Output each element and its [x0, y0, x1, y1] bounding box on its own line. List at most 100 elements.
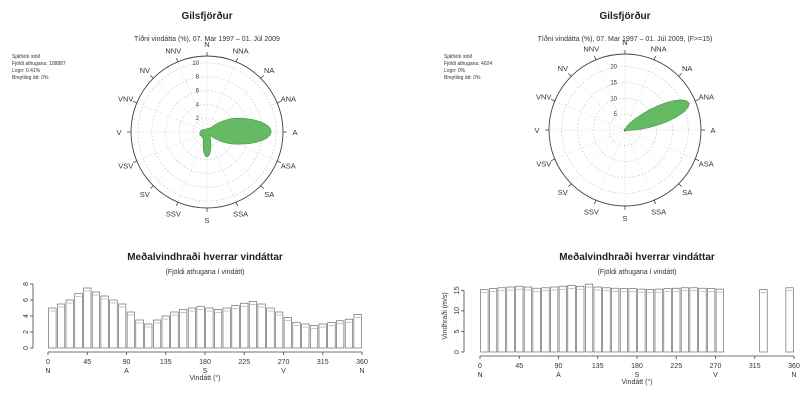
chart-title: Gilsfjörður [181, 10, 232, 22]
direction-label: VSV [536, 160, 551, 169]
ring-label: 8 [196, 75, 200, 81]
x-tick-label: 360 [788, 363, 800, 370]
station-info-line: Breytileg átt: 0% [12, 75, 49, 81]
grid-spoke [624, 129, 696, 160]
bar [100, 295, 109, 349]
bar [619, 288, 628, 353]
station-info-line: Sjálfvirk stöð [444, 53, 473, 60]
bar [118, 303, 127, 349]
direction-label: VSV [118, 162, 133, 171]
bar [292, 322, 301, 349]
x-tick-label: 180 [631, 363, 643, 370]
station-info-line: Breytileg átt: 0% [444, 75, 481, 81]
ring-label: 4 [196, 102, 200, 108]
bar [523, 286, 532, 353]
x-axis-label: Vindátt (°) [189, 374, 220, 382]
station-info-line: Sjálfvirk stöð [12, 53, 41, 60]
direction-tick [678, 73, 682, 77]
direction-label: SSV [584, 207, 599, 216]
bar [301, 323, 310, 349]
direction-tick [176, 202, 179, 207]
direction-label: NA [682, 64, 692, 73]
direction-tick [678, 183, 682, 187]
chart-title: Meðalvindhraði hverrar vindáttar [127, 251, 283, 263]
x-tick-label: 135 [160, 359, 172, 366]
x-tick-label: 135 [592, 363, 604, 370]
direction-tick [277, 101, 282, 104]
chart-subtitle: (Fjöldi athugana í vindátt) [166, 269, 245, 276]
x-tick-direction: N [477, 372, 482, 379]
x-tick-label: 270 [278, 359, 290, 366]
chart-title: Meðalvindhraði hverrar vindáttar [559, 251, 715, 263]
frequency-area [199, 117, 272, 158]
bar [231, 305, 240, 349]
direction-tick [695, 99, 700, 102]
direction-label: NNV [583, 45, 599, 54]
grid-spoke [571, 76, 626, 131]
bar [654, 288, 663, 353]
direction-tick [150, 185, 154, 189]
y-tick-label: 10 [454, 307, 461, 315]
bar [689, 287, 698, 353]
bar [248, 301, 257, 349]
direction-label: NNA [233, 47, 249, 56]
bar [532, 287, 541, 353]
bar [135, 319, 144, 349]
x-tick-label: 315 [317, 359, 329, 366]
direction-label: NV [558, 64, 568, 73]
bar [541, 287, 550, 353]
x-tick-direction: S [635, 372, 640, 379]
bar [153, 319, 162, 349]
bar [576, 285, 585, 353]
grid-spoke [136, 131, 208, 162]
grid-spoke [153, 78, 208, 133]
x-tick-direction: V [713, 372, 718, 379]
x-tick-label: 0 [46, 359, 50, 366]
grid-spoke [554, 129, 626, 160]
grid-spoke [571, 129, 626, 184]
grid-spoke [206, 61, 237, 133]
chart-title: Gilsfjörður [599, 10, 650, 22]
station-info-line: Logn: 0.41% [12, 68, 41, 74]
grid-spoke [595, 59, 626, 131]
grid-spoke [624, 76, 679, 131]
direction-label: SSA [233, 209, 248, 218]
direction-label: VNV [118, 94, 133, 103]
bar [170, 311, 179, 349]
station-info-line: Fjöldi athugana: 4024 [444, 61, 492, 67]
direction-label: N [622, 38, 627, 47]
bar [74, 293, 83, 349]
grid-spoke [624, 129, 679, 184]
grid-ring [137, 62, 277, 202]
bar [336, 320, 345, 349]
bar [205, 307, 214, 349]
bar [344, 318, 354, 349]
direction-label: S [622, 214, 627, 223]
direction-label: SA [264, 190, 274, 199]
direction-label: V [116, 128, 121, 137]
y-tick-label: 0 [454, 350, 461, 354]
bar [489, 288, 498, 353]
ring-label: 5 [614, 112, 618, 118]
bar-all-panel: Meðalvindhraði hverrar vindáttar (Fjöldi … [23, 251, 368, 382]
direction-tick [260, 185, 264, 189]
x-tick-label: 90 [123, 359, 131, 366]
x-tick-label: 45 [515, 363, 523, 370]
x-tick-label: 180 [199, 359, 211, 366]
ring-label: 10 [610, 96, 617, 102]
x-tick-label: 315 [749, 363, 761, 370]
direction-tick [550, 99, 555, 102]
direction-tick [594, 55, 597, 60]
direction-tick [568, 183, 572, 187]
x-tick-direction: A [556, 372, 561, 379]
bar [663, 288, 672, 353]
bar [506, 286, 515, 353]
bar [327, 322, 336, 349]
direction-label: SA [682, 188, 692, 197]
bar [637, 288, 646, 353]
bar [680, 287, 690, 353]
bar [56, 303, 66, 349]
chart-subtitle: Tíðni vindátta (%), 07. Mar 1997 – 01. J… [538, 35, 713, 43]
frequency-area [623, 99, 690, 132]
x-tick-direction: V [281, 368, 286, 375]
